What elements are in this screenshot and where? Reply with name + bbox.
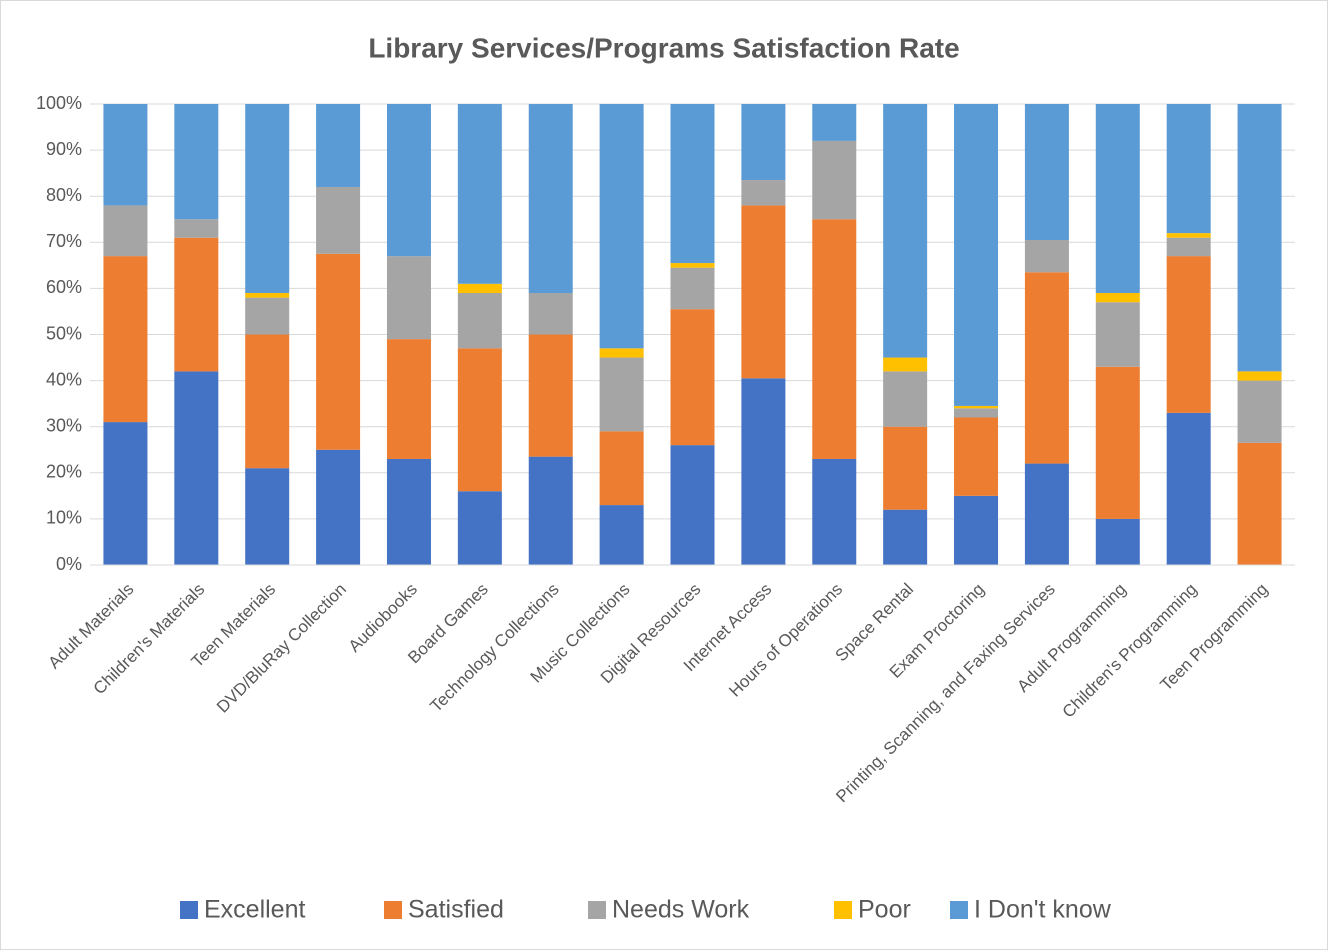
bar-segment [883,509,928,565]
y-tick-label: 10% [46,508,82,528]
bar-segment [599,357,644,432]
legend-label: I Don't know [974,896,1112,924]
bar-segment [812,140,857,220]
bar-segment [741,180,786,206]
y-tick-label: 30% [46,415,82,435]
bar-segment [1166,256,1211,413]
legend-label: Poor [858,896,911,924]
bar-segment [954,495,999,565]
bar-segment [245,468,290,565]
bar-segment [741,104,786,181]
bar-segment [174,371,219,565]
bar-segment [457,293,502,349]
bar-segment [386,256,431,340]
bar-segment [1166,412,1211,565]
bar-segment [1024,463,1069,565]
bar-segment [1237,380,1282,443]
y-tick-label: 0% [56,554,82,574]
bar-segment [245,104,290,294]
legend-swatch [180,901,198,919]
bar-segment [1237,104,1282,372]
legend-label: Satisfied [408,896,504,924]
y-tick-label: 80% [46,185,82,205]
bar-segment [103,422,148,565]
bar-segment [1095,518,1140,565]
bar-segment [1237,442,1282,565]
bar-segment [1095,104,1140,294]
legend-swatch [834,901,852,919]
chart-title: Library Services/Programs Satisfaction R… [368,32,959,63]
bar-segment [528,293,573,335]
bar-segment [954,408,999,418]
bar-segment [316,186,361,254]
bar-segment [1024,104,1069,240]
y-tick-label: 20% [46,462,82,482]
bar-segment [1095,293,1140,303]
bar-segment [1237,371,1282,381]
y-tick-label: 60% [46,277,82,297]
bar-segment [741,378,786,565]
bar-segment [954,405,999,409]
bar-segment [812,104,857,141]
bar-segment [528,456,573,565]
bar-segment [883,371,928,427]
bar-segment [316,449,361,565]
bar-segment [1024,239,1069,273]
bar-segment [245,334,290,469]
bar-segment [670,263,715,268]
bar-segment [103,205,148,257]
bar-segment [670,104,715,264]
bar-segment [386,104,431,257]
legend-swatch [384,901,402,919]
bar-segment [245,297,290,335]
bar-segment [812,219,857,459]
bar-segment [1166,104,1211,234]
bar-segment [883,104,928,358]
bar-segment [174,104,219,220]
legend-label: Needs Work [612,896,750,924]
bar-segment [457,104,502,284]
bar-segment [457,283,502,294]
bar-segment [670,267,715,310]
bar-segment [386,339,431,459]
bar-segment [316,253,361,450]
bar-segment [741,205,786,379]
y-tick-label: 90% [46,139,82,159]
legend-label: Excellent [204,896,305,924]
legend-swatch [588,901,606,919]
legend-swatch [950,901,968,919]
y-tick-label: 70% [46,231,82,251]
bar-segment [670,445,715,565]
bar-segment [883,357,928,372]
bar-segment [599,505,644,565]
bar-segment [954,417,999,496]
bar-segment [528,104,573,294]
bar-segment [457,491,502,565]
bar-segment [174,219,219,238]
y-tick-label: 100% [36,93,82,113]
bar-segment [1166,233,1211,238]
bar-segment [883,426,928,510]
bar-segment [457,348,502,492]
bar-segment [599,348,644,358]
y-tick-label: 50% [46,323,82,343]
bar-segment [386,458,431,565]
bar-segment [103,256,148,423]
bar-segment [670,309,715,446]
bar-segment [245,293,290,298]
bar-segment [103,104,148,206]
bar-segment [1024,272,1069,464]
bar-segment [599,431,644,506]
bar-segment [599,104,644,349]
bar-segment [316,104,361,187]
bar-segment [812,458,857,565]
bar-segment [174,237,219,372]
bar-segment [1166,237,1211,257]
bar-segment [1095,302,1140,367]
y-tick-label: 40% [46,369,82,389]
bar-segment [1095,366,1140,519]
bar-segment [528,334,573,457]
bar-segment [954,104,999,406]
